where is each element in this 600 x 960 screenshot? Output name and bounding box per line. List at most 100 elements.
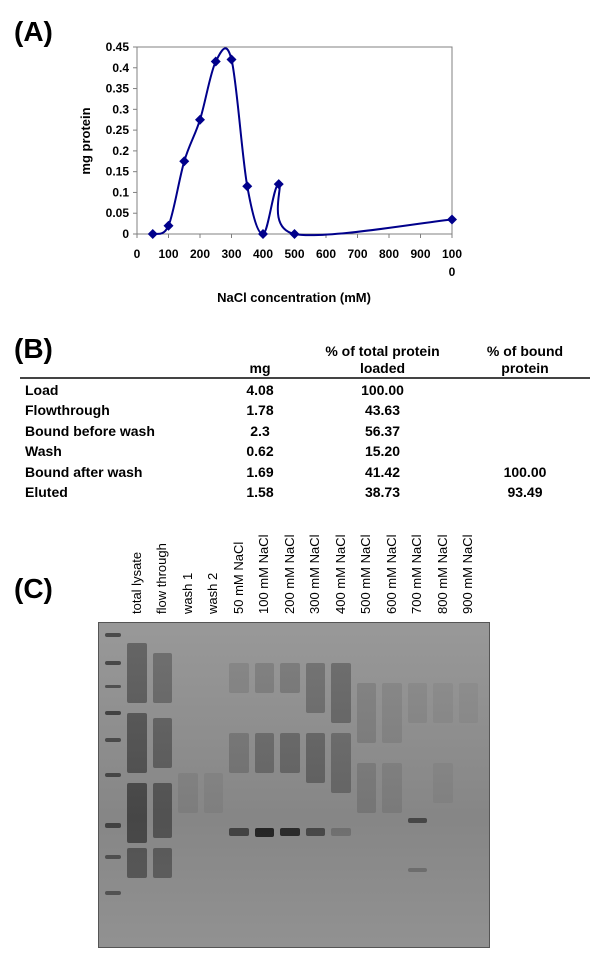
data-point-diamond (210, 56, 221, 67)
header-pct-total: % of total protein loaded (325, 343, 440, 376)
series-line (152, 47, 453, 237)
marker-lane (103, 623, 123, 947)
mg-cell: 1.58 (246, 484, 274, 500)
row-label-cell: Bound before wash (25, 422, 155, 439)
lane-label: 300 mM NaCl (307, 534, 323, 614)
gel-lane (151, 623, 175, 947)
pct-total-cell: 43.63 (364, 402, 401, 419)
lane-label: 700 mM NaCl (409, 534, 425, 614)
y-tick-label: 0.05 (106, 206, 130, 220)
table-row: Wash 0.62 15.20 (20, 443, 590, 463)
lane-label: 50 mM NaCl (230, 541, 246, 614)
y-tick-label: 0.25 (106, 123, 130, 137)
plot-area-frame (136, 46, 453, 235)
x-tick-label: 0 (134, 247, 141, 261)
header-mg: mg (249, 360, 271, 376)
pct-total-cell: 15.20 (364, 443, 401, 460)
gel-lane (431, 623, 455, 947)
row-label-cell: Wash (25, 443, 62, 460)
lane-label: total lysate (128, 551, 144, 614)
x-tick-label: 500 (284, 247, 304, 261)
table-header-rule (20, 377, 590, 379)
data-point-diamond (447, 214, 457, 225)
panel-c-label: (C) (14, 573, 53, 604)
mg-cell: 4.08 (246, 382, 274, 398)
mg-cell: 1.69 (246, 463, 274, 480)
table-row: Load 4.08 100.00 (20, 382, 590, 402)
row-label-cell: Bound after wash (25, 463, 143, 480)
mg-cell: 0.62 (246, 443, 274, 460)
y-tick-label: 0.1 (112, 185, 129, 199)
y-tick-label: 0.15 (106, 165, 130, 179)
lane-label: 600 mM NaCl (383, 534, 399, 614)
gel-lane (355, 623, 379, 947)
data-point-diamond (289, 229, 300, 239)
table-row: Bound before wash 2.3 56.37 (20, 423, 590, 443)
pct-bound-cell: 93.49 (507, 484, 543, 500)
lane-label: 900 mM NaCl (460, 534, 476, 614)
lane-label: 400 mM NaCl (332, 534, 348, 614)
table-row: Bound after wash 1.69 41.42 100.00 (20, 464, 590, 484)
x-axis-label: NaCl concentration (mM) (217, 290, 371, 305)
y-tick-label: 0.3 (112, 102, 129, 116)
row-label-cell: Flowthrough (25, 402, 110, 419)
y-tick-label: 0.4 (112, 61, 129, 75)
gel-lane (457, 623, 481, 947)
data-point-diamond (258, 229, 268, 239)
lane-label: 500 mM NaCl (358, 534, 374, 614)
x-tick-label: 300 (221, 247, 241, 261)
lane-label: 100 mM NaCl (256, 534, 272, 614)
header-pct-bound: % of bound protein (486, 343, 564, 376)
mg-cell: 2.3 (250, 422, 270, 439)
protein-elution-chart: 0 100 200 300 400 500 600 700 800 900 100 0 0 0.05 0.1… (78, 40, 463, 305)
lane-label: flow through (154, 543, 170, 614)
pct-total-cell: 41.42 (364, 463, 401, 480)
data-point-diamond (179, 156, 190, 167)
pct-total-cell: 56.37 (364, 422, 401, 439)
row-label-cell: Eluted (25, 484, 68, 500)
chart-axes (136, 46, 453, 235)
gel-lane (227, 623, 251, 947)
lane-label: wash 2 (205, 572, 221, 614)
row-label-cell: Load (25, 382, 59, 398)
panel-b-label: (B) (14, 333, 53, 364)
y-tick-label: 0.2 (112, 144, 129, 158)
pct-bound-cell: 100.00 (503, 463, 547, 480)
x-tick-label: 900 (410, 247, 430, 261)
pct-total-cell: 100.00 (361, 382, 404, 398)
gel-lane (380, 623, 404, 947)
table-row: Flowthrough 1.78 43.63 (20, 402, 590, 422)
y-tick-label: 0 (122, 227, 129, 241)
lane-label: 800 mM NaCl (434, 534, 450, 614)
mg-cell: 1.78 (246, 402, 274, 419)
panel-a-label: (A) (14, 16, 53, 47)
gel-lane (176, 623, 200, 947)
lane-label: wash 1 (179, 572, 195, 614)
chart-series (147, 47, 457, 239)
x-tick-label: 600 (316, 247, 336, 261)
data-point-diamond (273, 179, 284, 190)
x-tick-label: 700 (347, 247, 367, 261)
gel-lane (253, 623, 277, 947)
x-tick-label: 100 (158, 247, 178, 261)
gel-lane (202, 623, 226, 947)
chart-ticks: 0 100 200 300 400 500 600 700 800 900 100 0 0 0.05 0.1… (106, 40, 463, 279)
data-point-diamond (163, 220, 174, 231)
lane-label: 200 mM NaCl (281, 534, 297, 614)
x-tick-label: 400 (253, 247, 273, 261)
gel-lane (304, 623, 328, 947)
table-row: Eluted 1.58 38.73 93.49 (20, 484, 590, 504)
x-tick-label: 200 (190, 247, 210, 261)
data-point-diamond (147, 229, 158, 239)
pct-total-cell: 38.73 (364, 484, 401, 500)
gel-lane (329, 623, 353, 947)
gel-lane (278, 623, 302, 947)
y-tick-label: 0.45 (106, 40, 130, 54)
data-point-diamond (242, 181, 253, 192)
gel-lane (406, 623, 430, 947)
x-tick-label: 800 (379, 247, 399, 261)
x-tick-label: 100 0 (442, 247, 462, 279)
data-point-diamond (195, 114, 205, 125)
y-axis-label: mg protein (78, 107, 93, 174)
